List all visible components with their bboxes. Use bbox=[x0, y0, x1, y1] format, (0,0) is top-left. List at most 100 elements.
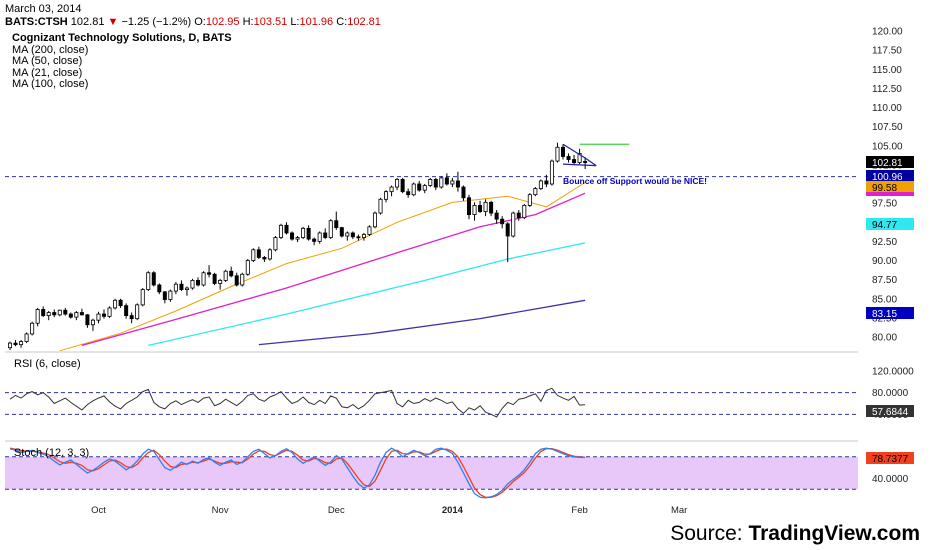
candle-body bbox=[461, 186, 466, 199]
price-tag: 94.77 bbox=[872, 220, 897, 231]
candle-body bbox=[41, 309, 46, 316]
price-tick-label: 110.00 bbox=[872, 103, 902, 114]
candle-body bbox=[107, 307, 112, 317]
candle-body bbox=[24, 333, 29, 342]
candle-body bbox=[57, 309, 62, 316]
candle-body bbox=[251, 249, 256, 261]
rsi-current-tag-bg bbox=[866, 405, 914, 417]
legend-title[interactable]: Cognizant Technology Solutions, D, BATS bbox=[12, 32, 232, 44]
candle-body bbox=[234, 275, 239, 286]
candle-body bbox=[79, 312, 84, 316]
legend-ma50[interactable]: MA (50, close) bbox=[12, 55, 83, 67]
candle-body bbox=[455, 180, 460, 188]
rsi-line bbox=[9, 387, 586, 418]
candle-body bbox=[527, 194, 532, 206]
candle-body bbox=[566, 156, 571, 160]
rsi-tick-label: 120.0000 bbox=[872, 367, 914, 378]
candle-body bbox=[572, 159, 577, 163]
candle-body bbox=[356, 236, 361, 239]
stoch-band bbox=[5, 456, 858, 490]
candle-body bbox=[378, 198, 383, 214]
stoch-label[interactable]: Stoch (12, 3, 3) bbox=[14, 447, 90, 459]
candle-body bbox=[151, 272, 156, 286]
price-tick-label: 80.00 bbox=[872, 333, 897, 344]
source-credit: Source: TradingView.com bbox=[670, 522, 920, 546]
candle-body bbox=[361, 234, 366, 238]
price-tick-label: 85.00 bbox=[872, 294, 897, 305]
time-tick-label: Mar bbox=[671, 505, 687, 516]
stoch-current-tag: 78.7377 bbox=[872, 454, 909, 465]
candle-body bbox=[124, 305, 129, 316]
candle-body bbox=[52, 312, 57, 316]
ma200-line bbox=[258, 299, 586, 346]
source-brand[interactable]: TradingView.com bbox=[748, 522, 920, 545]
candle-body bbox=[223, 270, 228, 281]
rsi-tick-label: 80.0000 bbox=[872, 388, 909, 399]
candle-body bbox=[19, 341, 24, 346]
ohlc-bar: BATS:CTSH 102.81 ▼ −1.25 (−1.2%) O:102.9… bbox=[5, 16, 381, 28]
candle-body bbox=[207, 272, 212, 275]
candle-body bbox=[85, 314, 90, 326]
candle-body bbox=[577, 152, 582, 163]
candle-body bbox=[218, 279, 223, 284]
rsi-label[interactable]: RSI (6, close) bbox=[14, 358, 81, 370]
price-tick-label: 107.50 bbox=[872, 122, 903, 133]
candle-body bbox=[561, 146, 566, 157]
candle-body bbox=[367, 226, 372, 235]
legend-ma200[interactable]: MA (200, close) bbox=[12, 43, 89, 56]
open-label: O: bbox=[194, 16, 206, 28]
candle-body bbox=[323, 232, 328, 238]
candle-body bbox=[273, 237, 278, 251]
drawings bbox=[562, 143, 630, 167]
candle-body bbox=[489, 201, 494, 214]
candle-body bbox=[439, 177, 444, 188]
candle-body bbox=[317, 232, 322, 242]
price-tick-label: 117.50 bbox=[872, 46, 902, 57]
candle-body bbox=[450, 180, 455, 185]
last-price: 102.81 bbox=[70, 16, 105, 28]
legend-ma21[interactable]: MA (21, close) bbox=[12, 66, 83, 79]
candle-body bbox=[63, 309, 68, 315]
candle-body bbox=[544, 180, 549, 185]
price-tag-bg bbox=[866, 218, 914, 230]
ma50-tag-stub bbox=[866, 192, 914, 196]
candle-body bbox=[35, 309, 40, 324]
candle-body bbox=[306, 227, 311, 240]
candle-body bbox=[284, 224, 289, 234]
candle-body bbox=[533, 188, 538, 196]
support-annotation: Bounce off Support would be NICE! bbox=[563, 176, 707, 186]
candle-body bbox=[102, 313, 107, 317]
candle-body bbox=[295, 237, 300, 240]
candle-body bbox=[90, 319, 95, 326]
candlestick-series bbox=[7, 142, 588, 351]
price-tag-bg bbox=[866, 156, 914, 168]
candle-body bbox=[406, 191, 411, 196]
candle-body bbox=[511, 212, 516, 237]
price-tick-label: 112.50 bbox=[872, 84, 902, 95]
candle-body bbox=[395, 179, 400, 188]
price-tick-label: 90.00 bbox=[872, 256, 897, 267]
triangle-lower-line bbox=[562, 163, 597, 167]
time-tick-label: Nov bbox=[212, 505, 229, 516]
candle-body bbox=[162, 291, 167, 300]
level-lines bbox=[5, 176, 858, 490]
price-tag: 100.96 bbox=[872, 172, 903, 183]
candle-body bbox=[500, 218, 505, 225]
candle-body bbox=[212, 273, 217, 284]
candle-body bbox=[146, 272, 151, 290]
time-tick-label: Oct bbox=[91, 505, 106, 516]
stoch-tick-label: 40.0000 bbox=[872, 474, 909, 485]
time-tick-label: Feb bbox=[571, 505, 587, 516]
price-tag: 99.58 bbox=[872, 183, 897, 194]
price-tag-bg bbox=[866, 307, 914, 319]
symbol[interactable]: BATS:CTSH bbox=[5, 16, 68, 28]
candle-body bbox=[201, 272, 206, 286]
price-tick-label: 115.00 bbox=[872, 65, 902, 76]
price-change: −1.25 (−1.2%) bbox=[121, 16, 192, 28]
candle-body bbox=[113, 299, 118, 309]
chart-date: March 03, 2014 bbox=[5, 3, 82, 15]
high-label: H: bbox=[242, 16, 254, 28]
legend-ma100[interactable]: MA (100, close) bbox=[12, 78, 89, 90]
candle-body bbox=[301, 227, 306, 238]
